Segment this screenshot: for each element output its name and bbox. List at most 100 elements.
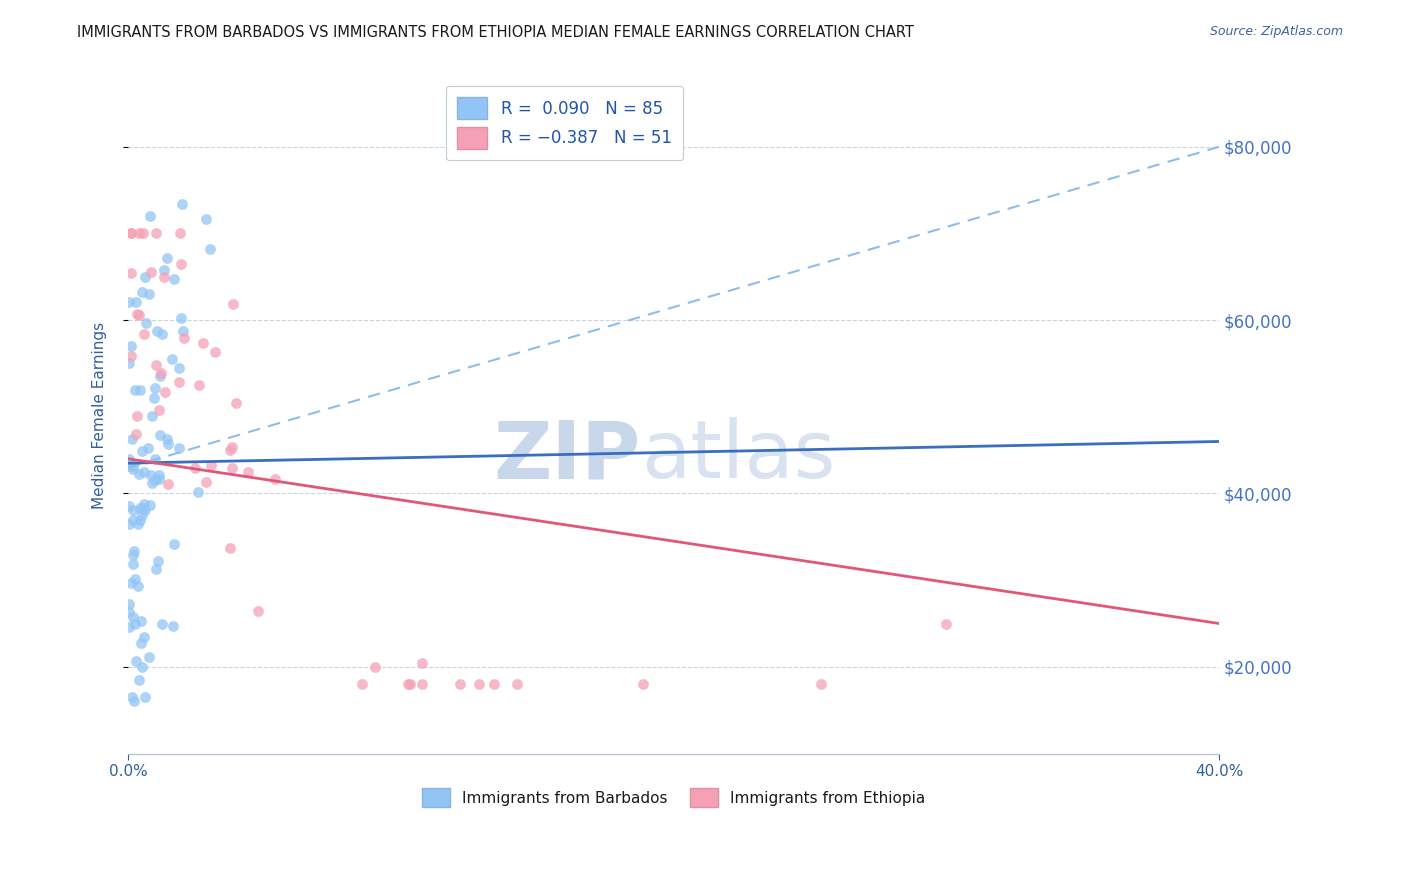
Point [148, 467, 170, 482]
Point [129, 500, 152, 515]
Point [184, 461, 207, 475]
Point [139, 498, 162, 512]
Point [173, 330, 195, 344]
Point [163, 537, 186, 551]
Point [120, 349, 142, 363]
Point [170, 196, 193, 211]
Point [125, 427, 148, 442]
Point [125, 409, 148, 424]
Point [129, 383, 152, 397]
Point [506, 677, 529, 691]
Point [396, 677, 419, 691]
Point [169, 361, 191, 376]
Point [128, 308, 150, 322]
Point [222, 297, 245, 311]
Point [120, 227, 142, 241]
Point [129, 636, 152, 650]
Point [141, 265, 163, 279]
Point [141, 467, 163, 482]
Point [128, 513, 150, 527]
Point [118, 605, 141, 619]
Point [131, 660, 153, 674]
Point [160, 351, 183, 366]
Point [129, 614, 152, 628]
Point [143, 381, 166, 395]
Point [120, 575, 142, 590]
Point [141, 409, 163, 424]
Point [169, 227, 191, 241]
Point [122, 694, 145, 708]
Point [146, 553, 169, 567]
Point [153, 263, 176, 277]
Point [145, 227, 167, 241]
Point [935, 616, 957, 631]
Point [172, 324, 194, 338]
Point [221, 440, 243, 454]
Point [236, 466, 259, 480]
Point [132, 227, 155, 241]
Point [118, 597, 141, 611]
Point [134, 690, 156, 705]
Point [156, 432, 179, 446]
Point [136, 441, 159, 455]
Point [204, 344, 226, 359]
Point [145, 358, 167, 372]
Point [118, 500, 141, 514]
Point [148, 472, 170, 486]
Point [135, 317, 157, 331]
Point [118, 620, 141, 634]
Point [124, 383, 146, 397]
Point [121, 458, 143, 473]
Point [120, 266, 142, 280]
Point [143, 392, 166, 406]
Point [170, 311, 193, 326]
Point [200, 458, 222, 472]
Point [411, 677, 433, 691]
Point [131, 285, 153, 299]
Point [411, 656, 433, 670]
Point [118, 295, 141, 310]
Point [138, 649, 160, 664]
Point [128, 673, 150, 687]
Point [398, 677, 420, 691]
Point [225, 396, 247, 410]
Point [124, 617, 146, 632]
Point [134, 269, 156, 284]
Point [128, 467, 150, 482]
Point [121, 690, 143, 704]
Point [156, 437, 179, 451]
Point [139, 209, 162, 223]
Point [150, 327, 173, 342]
Point [127, 579, 149, 593]
Point [163, 272, 186, 286]
Point [132, 327, 155, 342]
Point [118, 458, 141, 473]
Point [149, 428, 172, 442]
Text: ZIP: ZIP [494, 417, 641, 495]
Point [364, 659, 387, 673]
Point [120, 227, 142, 241]
Point [195, 212, 218, 227]
Point [146, 324, 169, 338]
Point [153, 384, 176, 399]
Point [143, 452, 166, 467]
Point [484, 677, 506, 691]
Point [162, 619, 184, 633]
Point [134, 465, 156, 479]
Point [122, 610, 145, 624]
Point [138, 286, 160, 301]
Point [148, 403, 170, 417]
Point [263, 472, 285, 486]
Point [186, 484, 208, 499]
Y-axis label: Median Female Earnings: Median Female Earnings [93, 322, 107, 509]
Text: IMMIGRANTS FROM BARBADOS VS IMMIGRANTS FROM ETHIOPIA MEDIAN FEMALE EARNINGS CORR: IMMIGRANTS FROM BARBADOS VS IMMIGRANTS F… [77, 25, 914, 40]
Point [246, 604, 269, 618]
Point [170, 257, 193, 271]
Point [122, 503, 145, 517]
Point [187, 378, 209, 392]
Point [121, 548, 143, 562]
Point [167, 376, 190, 390]
Point [810, 677, 832, 691]
Point [219, 541, 242, 556]
Point [152, 269, 174, 284]
